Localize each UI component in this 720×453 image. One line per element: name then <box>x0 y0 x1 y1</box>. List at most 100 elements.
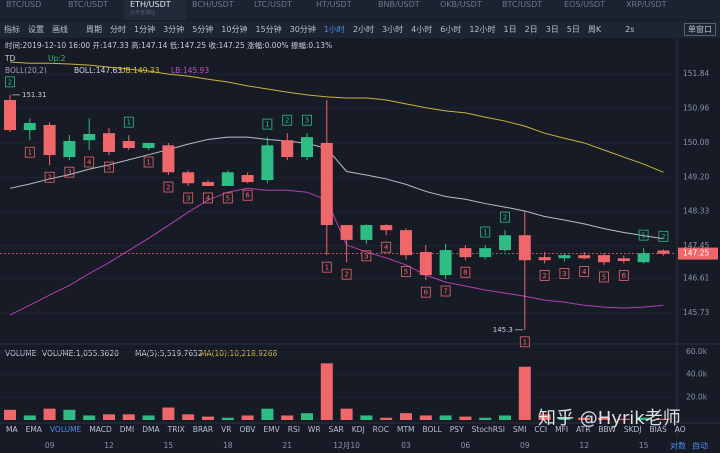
pair-tab[interactable]: LTC/USDT <box>248 0 310 20</box>
refresh-rate[interactable]: 2s <box>625 25 635 34</box>
candle-body <box>162 145 175 173</box>
period-button[interactable]: 1日 <box>503 25 517 34</box>
td-down-label: 3 <box>364 252 368 260</box>
td-box <box>183 192 194 204</box>
td-box <box>163 181 174 193</box>
period-button[interactable]: 1分钟 <box>134 25 156 34</box>
indicator-tab[interactable]: StochRSI <box>471 425 505 434</box>
td-down-label: 5 <box>404 268 408 276</box>
indicator-tab[interactable]: MTM <box>397 425 415 434</box>
volume-bar <box>479 417 492 420</box>
indicator-tab[interactable]: AO <box>674 425 686 434</box>
indicator-tab[interactable]: MFI <box>555 425 569 434</box>
axis-option[interactable]: 自动 <box>692 441 708 451</box>
period-button[interactable]: 2小时 <box>352 25 375 34</box>
period-button[interactable]: 3小时 <box>382 25 404 34</box>
candle-body <box>380 225 393 231</box>
tool-button[interactable]: 指标 <box>4 25 20 34</box>
indicator-tab[interactable]: VOLUME <box>49 425 82 434</box>
td-up-label: 1 <box>483 229 487 237</box>
td-box <box>203 192 213 204</box>
x-tick-label: 21 <box>282 441 292 450</box>
indicator-tab[interactable]: SKDJ <box>623 425 642 434</box>
volume-bar <box>202 416 214 420</box>
pair-tab[interactable]: OKB/USDT <box>434 0 496 20</box>
last-price-label: 147.25 <box>683 249 709 258</box>
volume-header: MA(10):10,218.9268 <box>200 349 277 358</box>
td-box <box>579 266 590 277</box>
period-button[interactable]: 4小时 <box>411 25 433 34</box>
y-tick-label: 150.08 <box>683 138 709 147</box>
pair-tab[interactable]: HT/USDT <box>310 0 372 20</box>
period-button[interactable]: 周K <box>587 25 602 34</box>
td-box <box>519 336 530 348</box>
period-button[interactable]: 5分钟 <box>192 25 214 34</box>
indicator-tab[interactable]: CCI <box>534 425 548 434</box>
tab-bar: BTC/USD BTC/USDT ETH/USDT 火币全球站 BCH/USDT LTC/… <box>0 0 720 20</box>
indicator-tab[interactable]: BOLL <box>422 425 442 434</box>
indicator-tab[interactable]: EMA <box>25 425 42 434</box>
pair-tab[interactable]: BTC/USD <box>0 0 62 20</box>
pair-tab[interactable]: XRP/USDT <box>620 0 682 20</box>
pair-label: OKB/USDT <box>440 0 482 9</box>
indicator-tab[interactable]: BRAR <box>192 425 214 434</box>
pair-tab[interactable]: BNB/USDT <box>372 0 434 20</box>
td-down-label: 6 <box>424 289 429 297</box>
indicator-tab[interactable]: SAR <box>328 425 344 434</box>
period-button[interactable]: 5日 <box>566 25 580 34</box>
td-box <box>143 156 154 168</box>
volume-bar <box>4 409 16 420</box>
candle-body <box>459 248 472 258</box>
window-mode[interactable]: 单窗口 <box>684 23 716 36</box>
period-button[interactable]: 15分钟 <box>255 25 282 34</box>
indicator-tab[interactable]: KDJ <box>351 425 365 434</box>
indicator-tab[interactable]: BBW <box>598 425 616 434</box>
td-down-label: 6 <box>245 192 250 200</box>
indicator-tab[interactable]: TRIX <box>167 425 185 434</box>
candle-body <box>320 142 333 226</box>
indicator-tab[interactable]: MACD <box>89 425 112 434</box>
indicator-tab[interactable]: ATR <box>576 425 591 434</box>
pair-tab[interactable]: ETH/USDT 火币全球站 <box>124 0 186 20</box>
period-button[interactable]: 2日 <box>524 25 538 34</box>
period-button[interactable]: 12小时 <box>469 25 496 34</box>
td-down-label: 5 <box>226 194 230 202</box>
pair-label: BTC/USDT <box>502 0 543 9</box>
pair-tab[interactable]: EOS/USDT <box>558 0 620 20</box>
td-box <box>618 269 629 281</box>
indicator-tab[interactable]: VR <box>221 425 232 434</box>
indicator-tab[interactable]: RSI <box>287 425 300 434</box>
indicator-tab[interactable]: DMA <box>142 425 160 434</box>
pair-tab[interactable]: BTC/USDT <box>62 0 124 20</box>
td-up-label: 2 <box>8 78 12 86</box>
tool-button[interactable]: 画线 <box>52 25 68 34</box>
indicator-tab[interactable]: PSY <box>449 425 464 434</box>
candle-body <box>301 137 313 158</box>
indicator-tab[interactable]: OBV <box>239 425 256 434</box>
td-up-label: 2 <box>661 233 665 241</box>
watermark: 知乎 @Hyrik老师 <box>538 408 681 429</box>
period-button[interactable]: 1小时 <box>323 25 345 34</box>
indicator-tab[interactable]: SMI <box>512 425 527 434</box>
indicator-tab[interactable]: DMI <box>119 425 135 434</box>
axis-option[interactable]: 对数 <box>670 441 686 451</box>
volume-bar <box>63 409 76 420</box>
pair-tab[interactable]: BTC/USDT <box>496 0 558 20</box>
indicator-tab[interactable]: MA <box>6 425 18 434</box>
period-button[interactable]: 3分钟 <box>163 25 185 34</box>
toolbar: 指标 设置 画线 周期 分时 1分钟 3分钟 5分钟 10分钟 15分钟 30分钟 1小时 2小时 3小时… <box>0 21 720 38</box>
indicator-tab[interactable]: EMV <box>263 425 280 434</box>
pair-tab[interactable]: BCH/USDT <box>186 0 248 20</box>
tool-button[interactable]: 设置 <box>28 25 44 34</box>
period-button[interactable]: 分时 <box>110 25 126 34</box>
volume-header: MA(5):5,519.7652 <box>135 349 203 358</box>
indicator-tab[interactable]: ROC <box>372 425 390 434</box>
indicator-tab[interactable]: BIAS <box>649 425 667 434</box>
period-button[interactable]: 3日 <box>545 25 559 34</box>
volume-bar <box>400 413 412 420</box>
period-button[interactable]: 6小时 <box>440 25 462 34</box>
indicator-tab[interactable]: WR <box>307 425 321 434</box>
period-button[interactable]: 10分钟 <box>221 25 248 34</box>
period-button[interactable]: 30分钟 <box>289 25 316 34</box>
td-box <box>341 268 352 280</box>
